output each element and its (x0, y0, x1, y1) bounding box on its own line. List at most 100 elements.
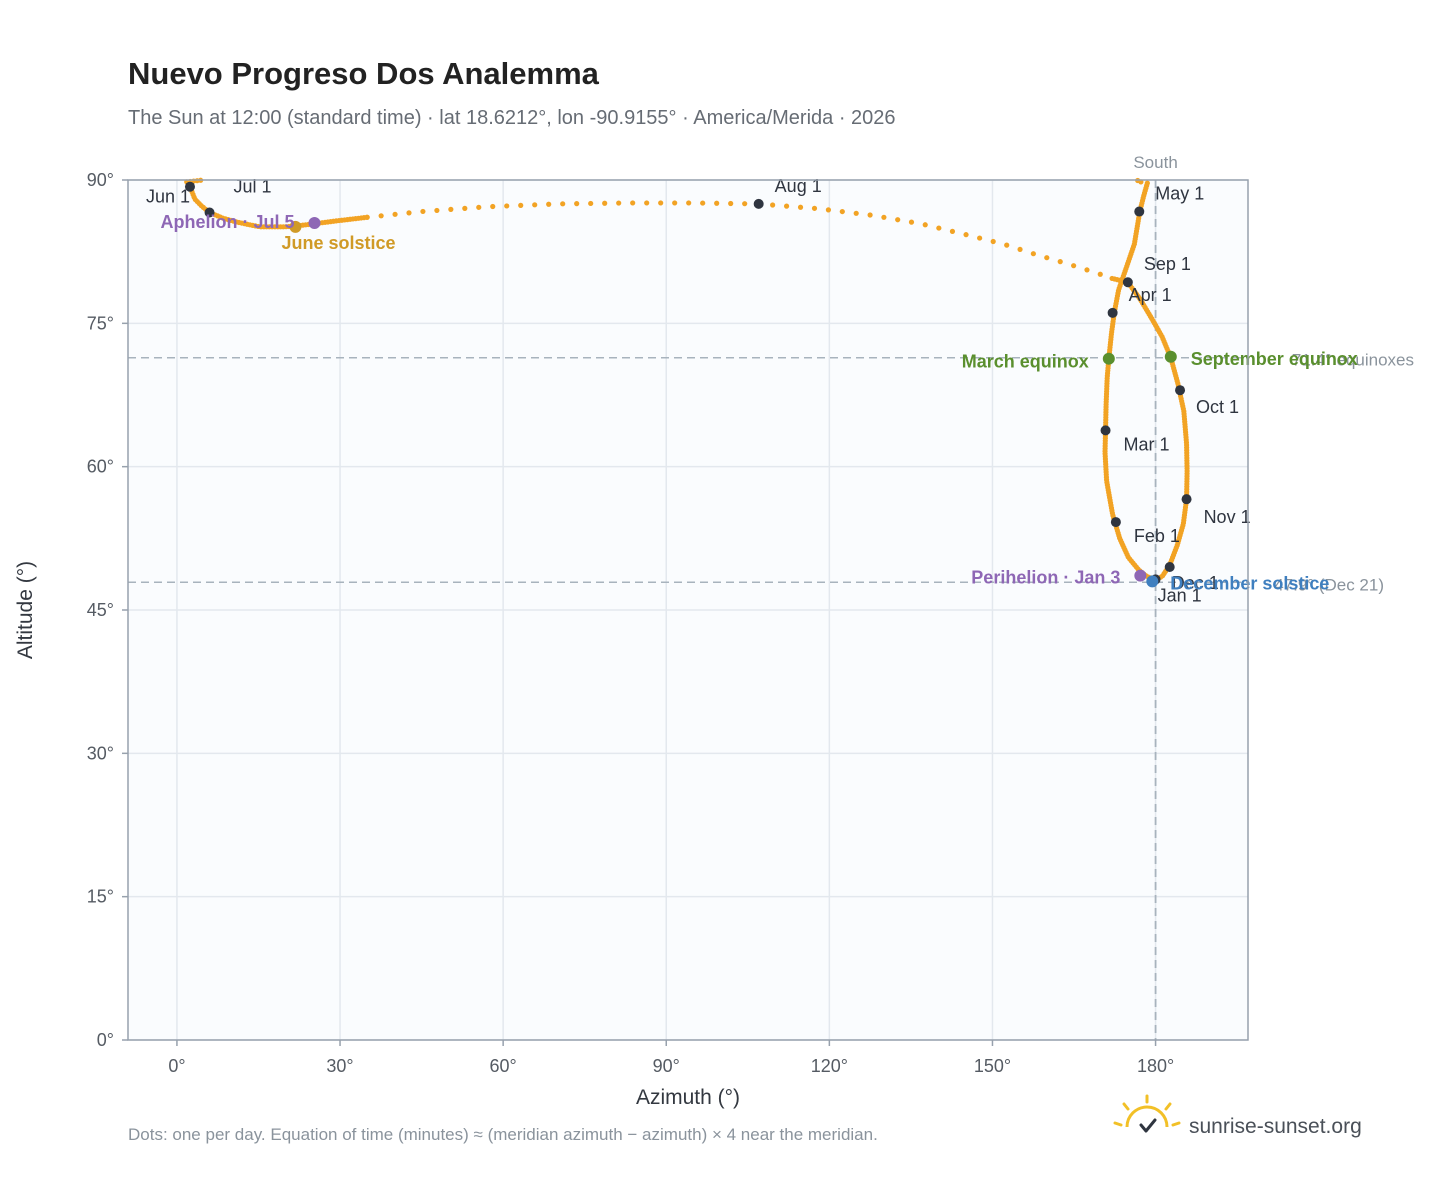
y-tick-label: 15° (87, 887, 114, 907)
daily-sun-dot (406, 210, 412, 216)
month-marker-label: Oct 1 (1196, 397, 1239, 417)
month-marker-dot (1164, 562, 1175, 572)
event-marker-label: Perihelion · Jan 3 (971, 568, 1120, 588)
daily-sun-dot (1084, 267, 1090, 273)
daily-sun-dot (990, 238, 996, 245)
daily-sun-dot (922, 222, 928, 228)
daily-sun-dot (658, 200, 664, 206)
axis-ticks: 0° 30° 60° 90° 120° 150° 180° 0° 15° 30° 45° 60° 75°… (87, 170, 1174, 1076)
x-tick-label: 90° (653, 1056, 680, 1076)
equinox-altitude-label: 71.4° equinoxes (1292, 351, 1414, 370)
daily-sun-dot (949, 228, 956, 234)
daily-sun-dot (392, 211, 398, 217)
event-marker-label: September equinox (1191, 349, 1358, 369)
event-marker-label: December solstice (1170, 573, 1329, 593)
month-marker-label: Jan 1 (1158, 585, 1202, 605)
daily-sun-dot (686, 200, 692, 206)
month-marker-dot (753, 198, 764, 209)
december-altitude-label: 47.9° (Dec 21) (1274, 575, 1384, 594)
x-tick-label: 120° (811, 1056, 848, 1076)
analemma-high-arc (364, 200, 1103, 277)
month-marker-dot (1181, 494, 1192, 505)
daily-sun-dot (1017, 246, 1023, 253)
daily-sun-dot (462, 205, 468, 211)
x-tick-label: 150° (974, 1056, 1011, 1076)
daily-sun-dot (839, 208, 845, 215)
daily-sun-dot (963, 232, 969, 238)
daily-sun-dot (616, 200, 622, 206)
daily-sun-dot (644, 200, 650, 206)
daily-sun-dot (672, 200, 678, 206)
y-tick-label: 90° (87, 170, 114, 190)
daily-sun-dot (811, 205, 818, 211)
y-tick-label: 0° (97, 1030, 114, 1050)
daily-sun-dot (1071, 263, 1077, 269)
daily-sun-dot (490, 203, 496, 210)
daily-sun-dot (1097, 271, 1103, 277)
daily-sun-dot (895, 217, 901, 223)
daily-sun-dot (476, 204, 482, 210)
daily-sun-dot (420, 208, 426, 215)
daily-sun-dot (1004, 242, 1010, 248)
event-marker-dot (308, 217, 321, 229)
daily-sun-dot (504, 203, 510, 209)
x-tick-label: 30° (326, 1056, 353, 1076)
event-marker-dot (289, 220, 302, 233)
daily-sun-dot (714, 200, 720, 206)
meridian-label: South (1133, 153, 1177, 172)
daily-sun-dot (630, 200, 636, 206)
footnote: Dots: one per day. Equation of time (min… (128, 1125, 878, 1144)
daily-sun-dot (825, 207, 832, 213)
month-marker-label: Nov 1 (1204, 507, 1251, 527)
daily-sun-dot (908, 219, 915, 225)
daily-sun-dot (588, 200, 594, 207)
x-tick-label: 0° (168, 1056, 185, 1076)
brand-name: sunrise-sunset.org (1189, 1115, 1362, 1138)
reference-lines: South 71.4° equinoxes 47.9° (Dec 21) (128, 153, 1414, 1040)
month-marker-dot (1175, 385, 1186, 396)
daily-sun-dot (448, 206, 454, 212)
daily-sun-dot (936, 225, 942, 231)
month-marker-dot (1122, 277, 1133, 288)
daily-sun-dot (867, 212, 873, 218)
month-marker-dot (204, 207, 215, 218)
month-markers: Jan 1 Feb 1 Mar 1 Apr 1 May 1 Jun 1 Jul 1 Aug 1… (146, 176, 1251, 606)
daily-sun-dot (770, 202, 776, 208)
month-marker-dot (184, 181, 195, 192)
event-marker-label: March equinox (962, 352, 1089, 372)
event-marker-dot (1134, 569, 1147, 582)
month-marker-dot (1100, 425, 1111, 436)
daily-sun-dot (1057, 259, 1063, 265)
month-marker-label: Dec 1 (1172, 573, 1219, 593)
month-marker-dot (1107, 307, 1118, 318)
y-tick-label: 75° (87, 313, 114, 333)
daily-sun-dot (977, 235, 983, 241)
daily-sun-dot (783, 203, 790, 209)
brand-logo[interactable]: sunrise-sunset.org (1113, 1094, 1362, 1138)
x-axis-label: Azimuth (°) (636, 1086, 740, 1109)
daily-sun-dot (700, 200, 706, 206)
month-marker-label: Mar 1 (1124, 434, 1170, 454)
daily-sun-dot (574, 201, 580, 207)
daily-sun-dot (602, 200, 608, 206)
daily-sun-dot (1144, 180, 1150, 186)
daily-sun-dot (532, 202, 538, 208)
event-marker-label: Aphelion · Jul 5 (160, 212, 294, 232)
event-marker-dot (1102, 352, 1115, 365)
chart-title: Nuevo Progreso Dos Analemma (128, 56, 600, 91)
daily-sun-dot (1044, 255, 1050, 261)
chart-subtitle: The Sun at 12:00 (standard time) · lat 1… (128, 107, 896, 129)
x-tick-label: 180° (1137, 1056, 1174, 1076)
month-marker-label: Jul 1 (234, 176, 272, 196)
daily-sun-dot (378, 213, 384, 219)
month-marker-label: Sep 1 (1144, 254, 1191, 274)
daily-sun-dot (364, 214, 370, 220)
daily-sun-dot (434, 207, 440, 214)
y-axis-label: Altitude (°) (14, 561, 37, 659)
sun-check-icon (1113, 1094, 1181, 1133)
daily-sun-dot (742, 201, 748, 207)
y-tick-label: 45° (87, 600, 114, 620)
month-marker-dot (1110, 517, 1121, 528)
month-marker-label: Jun 1 (146, 187, 190, 207)
